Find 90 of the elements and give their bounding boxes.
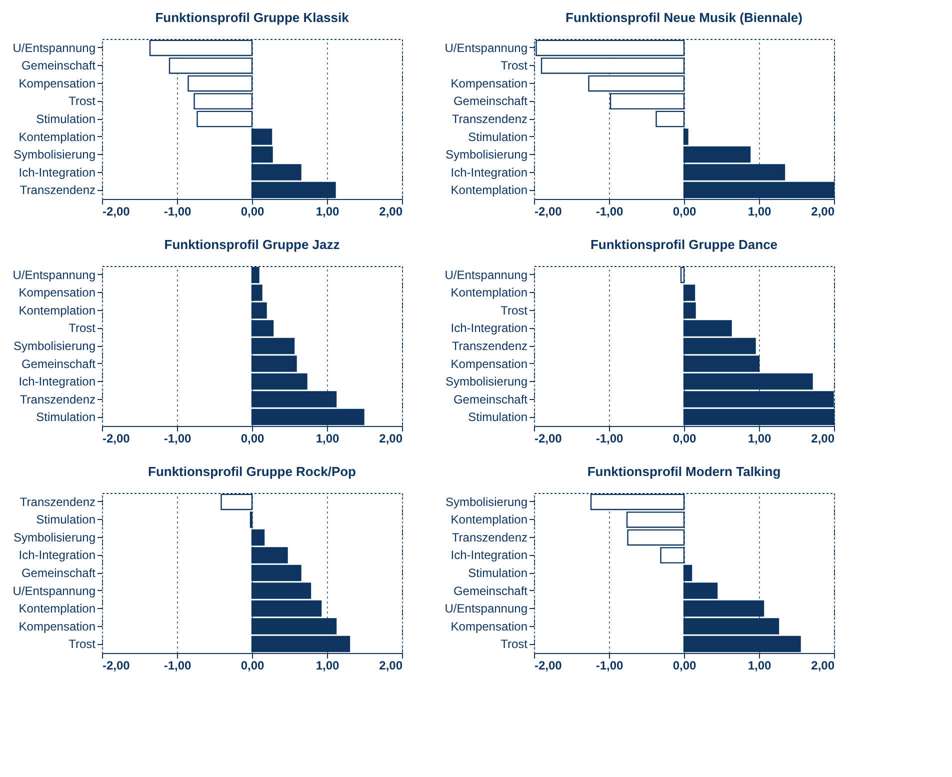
y-tick-label: Kontemplation xyxy=(450,286,528,300)
x-tick-label: 0,00 xyxy=(240,204,264,218)
y-tick-label: Transzendenz xyxy=(452,339,528,353)
x-tick-label: -1,00 xyxy=(164,432,192,446)
y-tick-label: Kontemplation xyxy=(450,183,528,198)
y-tick-label: Gemeinschaft xyxy=(21,58,96,73)
y-tick-label: Trost xyxy=(68,94,96,108)
x-tick-label: -1,00 xyxy=(596,658,624,672)
y-tick-label: Transzendenz xyxy=(452,112,528,126)
x-tick-label: -2,00 xyxy=(534,658,562,672)
y-tick-label: Symbolisierung xyxy=(13,148,96,162)
y-tick-label: Ich-Integration xyxy=(18,548,96,562)
x-tick-label: 0,00 xyxy=(240,432,264,446)
y-tick-label: U/Entspannung xyxy=(12,40,96,55)
chart-title: Funktionsprofil Gruppe Rock/Pop xyxy=(148,464,356,479)
y-tick-label: U/Entspannung xyxy=(12,268,96,282)
y-tick-label: Kontemplation xyxy=(18,303,96,318)
x-tick-label: 0,00 xyxy=(672,204,696,218)
y-tick-label: Ich-Integration xyxy=(18,165,96,180)
x-tick-label: -2,00 xyxy=(102,204,130,218)
x-tick-label: 1,00 xyxy=(748,658,772,672)
x-tick-label: -2,00 xyxy=(534,432,562,446)
y-tick-label: Transzendenz xyxy=(20,494,96,509)
x-tick-label: 0,00 xyxy=(672,658,696,672)
chart-title: Funktionsprofil Modern Talking xyxy=(587,464,781,479)
chart-title: Funktionsprofil Gruppe Dance xyxy=(590,237,778,252)
y-tick-label: Stimulation xyxy=(468,410,528,424)
y-tick-label: Ich-Integration xyxy=(450,165,528,180)
y-tick-label: Kontemplation xyxy=(450,512,528,527)
y-tick-label: Gemeinschaft xyxy=(21,356,96,371)
y-tick-label: Symbolisierung xyxy=(13,339,96,353)
y-tick-label: Kompensation xyxy=(450,356,528,371)
x-tick-label: -1,00 xyxy=(596,204,624,218)
x-tick-label: -1,00 xyxy=(164,204,192,218)
y-tick-label: Gemeinschaft xyxy=(453,94,528,108)
x-tick-label: 2,00 xyxy=(379,204,403,218)
x-tick-label: 2,00 xyxy=(379,432,403,446)
y-tick-label: Kompensation xyxy=(18,286,96,300)
y-tick-label: Kompensation xyxy=(18,619,96,634)
y-tick-label: Stimulation xyxy=(36,410,96,424)
chart-title: Funktionsprofil Gruppe Jazz xyxy=(164,237,340,252)
y-tick-label: Transzendenz xyxy=(20,392,96,406)
y-tick-label: Transzendenz xyxy=(452,530,528,544)
y-tick-label: Trost xyxy=(500,303,528,318)
y-tick-label: Gemeinschaft xyxy=(21,566,96,580)
y-tick-label: Kontemplation xyxy=(18,130,96,144)
x-tick-label: -2,00 xyxy=(102,432,130,446)
y-tick-label: Ich-Integration xyxy=(18,374,96,389)
y-tick-label: Trost xyxy=(500,58,528,73)
y-tick-label: U/Entspannung xyxy=(444,268,528,282)
y-tick-label: Kompensation xyxy=(450,619,528,634)
x-tick-label: 0,00 xyxy=(672,432,696,446)
y-tick-label: Ich-Integration xyxy=(450,548,528,562)
x-tick-label: 1,00 xyxy=(316,432,340,446)
y-tick-label: Trost xyxy=(68,321,96,336)
x-tick-label: 1,00 xyxy=(748,204,772,218)
x-tick-label: -2,00 xyxy=(534,204,562,218)
y-tick-label: Gemeinschaft xyxy=(453,392,528,406)
y-tick-label: Transzendenz xyxy=(20,183,96,198)
y-tick-label: Stimulation xyxy=(36,112,96,126)
x-tick-label: -1,00 xyxy=(596,432,624,446)
y-tick-label: Ich-Integration xyxy=(450,321,528,336)
y-tick-label: Symbolisierung xyxy=(13,530,96,544)
y-tick-label: Kontemplation xyxy=(18,602,96,616)
x-tick-label: 2,00 xyxy=(811,204,835,218)
y-tick-label: Trost xyxy=(500,637,528,652)
y-tick-label: U/Entspannung xyxy=(12,584,96,598)
y-tick-label: Symbolisierung xyxy=(445,374,528,389)
y-tick-label: Stimulation xyxy=(468,566,528,580)
x-tick-label: 1,00 xyxy=(316,204,340,218)
y-tick-label: Stimulation xyxy=(36,512,96,527)
y-tick-label: Gemeinschaft xyxy=(453,584,528,598)
x-tick-label: 0,00 xyxy=(240,658,264,672)
y-tick-label: Kompensation xyxy=(450,76,528,90)
chart-title: Funktionsprofil Neue Musik (Biennale) xyxy=(566,10,802,25)
y-tick-label: Trost xyxy=(68,637,96,652)
x-tick-label: 1,00 xyxy=(316,658,340,672)
x-tick-label: 2,00 xyxy=(811,432,835,446)
chart-title: Funktionsprofil Gruppe Klassik xyxy=(155,10,350,25)
y-tick-label: Stimulation xyxy=(468,130,528,144)
x-tick-label: 1,00 xyxy=(748,432,772,446)
y-tick-label: U/Entspannung xyxy=(444,40,528,55)
y-tick-label: Symbolisierung xyxy=(445,148,528,162)
x-tick-label: -1,00 xyxy=(164,658,192,672)
x-tick-label: 2,00 xyxy=(379,658,403,672)
y-tick-label: U/Entspannung xyxy=(444,602,528,616)
y-tick-label: Symbolisierung xyxy=(445,494,528,509)
y-tick-label: Kompensation xyxy=(18,76,96,90)
x-tick-label: 2,00 xyxy=(811,658,835,672)
x-tick-label: -2,00 xyxy=(102,658,130,672)
